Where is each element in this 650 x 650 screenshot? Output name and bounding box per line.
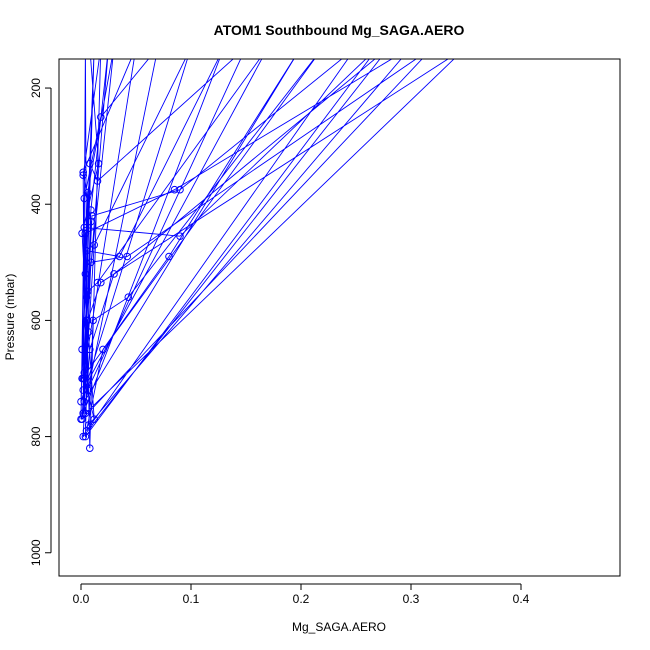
data-point [80,368,89,377]
data-point [93,278,102,287]
data-point [94,159,103,168]
data-point [81,270,90,278]
data-point [82,316,91,325]
data-point [165,252,173,261]
data-point [170,185,179,194]
data-point [86,345,94,354]
data-point [78,345,86,354]
data-point [83,386,92,394]
data-point [82,293,91,302]
data-point [81,432,90,441]
x-axis-label: Mg_SAGA.AERO [292,620,386,634]
x-tick-label: 0.0 [73,592,90,606]
x-tick-label: 0.1 [183,592,200,606]
data-point [81,229,90,238]
x-axis: 0.0 0.1 0.2 0.3 0.4 [73,583,530,606]
data-point [86,159,94,168]
data-point [93,177,102,185]
data-point [176,232,184,240]
data-point [90,241,98,249]
y-tick-label: 200 [29,78,43,98]
chart-title: ATOM1 Southbound Mg_SAGA.AERO [214,22,465,38]
series-layer [77,59,455,453]
data-point [79,171,87,179]
y-tick-label: 1000 [29,539,43,566]
data-point [78,229,86,238]
data-point [87,258,95,267]
data-point [82,246,91,255]
data-point [86,444,94,453]
data-point [90,415,98,424]
data-point [88,212,96,220]
series-line [80,59,455,449]
y-tick-label: 800 [29,426,43,446]
data-point [110,270,118,278]
data-point [80,194,89,203]
y-tick-label: 600 [29,310,43,330]
data-point [79,409,87,418]
data-point [84,328,93,336]
data-point [79,432,87,441]
data-point [97,278,105,287]
data-point [97,113,105,121]
y-tick-label: 400 [29,194,43,214]
data-point [83,188,92,197]
x-tick-label: 0.4 [513,592,530,606]
y-axis: 200 400 600 800 1000 [29,78,52,566]
x-tick-label: 0.3 [403,592,420,606]
data-point [79,374,87,383]
data-point [83,287,92,296]
plot-frame [58,58,621,577]
data-point [80,397,89,406]
data-point [84,421,93,429]
data-point [79,168,87,177]
data-point [115,252,124,261]
data-point [87,206,95,214]
data-point [81,409,90,418]
data-point [99,345,107,354]
data-point [176,185,184,194]
data-point [87,217,95,226]
data-point [123,252,131,261]
y-axis-label: Pressure (mbar) [3,274,17,361]
data-point [79,386,87,394]
data-point [124,293,133,302]
data-point [77,397,85,406]
x-tick-label: 0.2 [293,592,310,606]
